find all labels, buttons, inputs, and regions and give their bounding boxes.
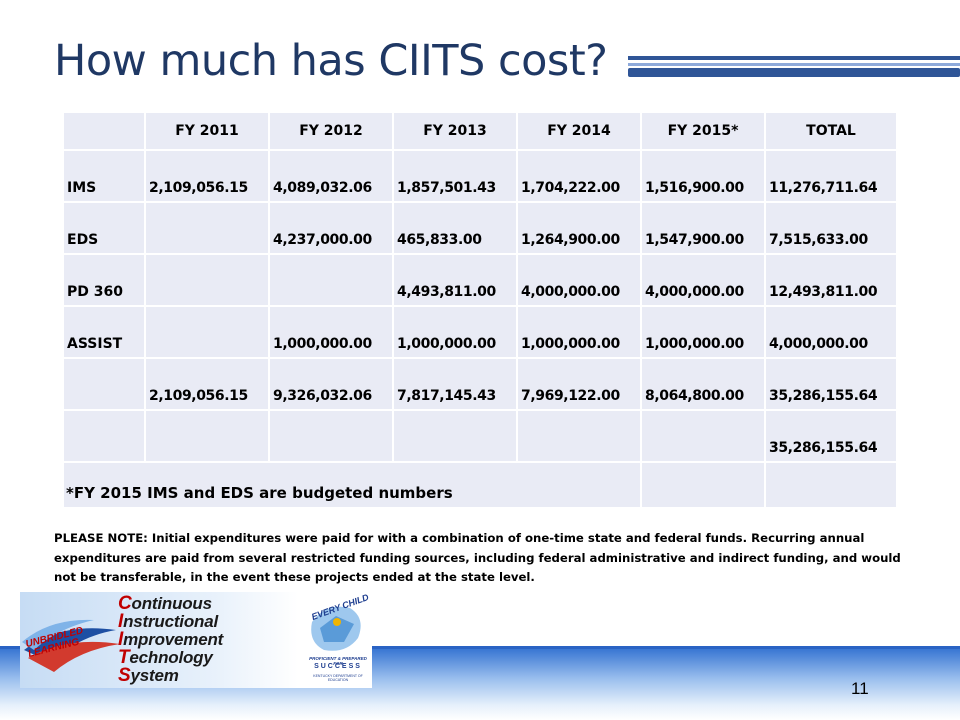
row-label: IMS [62, 149, 146, 203]
table-cell: 4,493,811.00 [392, 253, 518, 307]
table-cell [144, 253, 270, 307]
table-cell [640, 461, 766, 509]
header-cell: FY 2011 [144, 111, 270, 151]
row-label: EDS [62, 201, 146, 255]
table-cell: 1,547,900.00 [640, 201, 766, 255]
table-cell [268, 253, 394, 307]
table-cell: 35,286,155.64 [764, 357, 898, 411]
table-row: IMS 2,109,056.15 4,089,032.06 1,857,501.… [62, 149, 898, 203]
row-label: PD 360 [62, 253, 146, 307]
table-cell: 12,493,811.00 [764, 253, 898, 307]
cost-table: FY 2011 FY 2012 FY 2013 FY 2014 FY 2015*… [62, 111, 898, 509]
logo-line: Improvement [118, 629, 224, 650]
table-cell: 35,286,155.64 [764, 409, 898, 463]
table-row: PD 360 4,493,811.00 4,000,000.00 4,000,0… [62, 253, 898, 307]
header-cell: FY 2014 [516, 111, 642, 151]
row-label [62, 357, 146, 411]
table-cell [640, 409, 766, 463]
logo-line: System [118, 665, 179, 686]
table-cell: 4,000,000.00 [764, 305, 898, 359]
table-cell [764, 461, 898, 509]
row-label: ASSIST [62, 305, 146, 359]
table-cell: 7,817,145.43 [392, 357, 518, 411]
table-row: 35,286,155.64 [62, 409, 898, 463]
badge-mid-text: PROFICIENT & PREPARED FOR [309, 656, 367, 666]
table-cell: 1,264,900.00 [516, 201, 642, 255]
badge-top-text: EVERY CHILD [310, 592, 371, 622]
table-cell: 1,000,000.00 [392, 305, 518, 359]
table-cell [268, 409, 394, 463]
table-cell: 1,000,000.00 [640, 305, 766, 359]
table-cell: 9,326,032.06 [268, 357, 394, 411]
table-cell: 465,833.00 [392, 201, 518, 255]
ciits-logo: UNBRIDLED LEARNING Continuous Instructio… [20, 592, 372, 688]
table-cell: 11,276,711.64 [764, 149, 898, 203]
logo-line: Instructional [118, 611, 218, 632]
table-footnote-row: *FY 2015 IMS and EDS are budgeted number… [62, 461, 898, 509]
table-cell [392, 409, 518, 463]
every-child-badge: EVERY CHILD PROFICIENT & PREPARED FOR SU… [304, 592, 370, 686]
header-cell: TOTAL [764, 111, 898, 151]
table-cell [144, 409, 270, 463]
logo-line: Technology [118, 647, 213, 668]
table-cell [144, 305, 270, 359]
table-cell: 4,237,000.00 [268, 201, 394, 255]
logo-wordmark: Continuous Instructional Improvement Tec… [118, 593, 224, 686]
table-cell [144, 201, 270, 255]
slide-number: 11 [851, 679, 869, 698]
badge-success-text: SUCCESS [314, 663, 362, 670]
table-cell: 4,000,000.00 [640, 253, 766, 307]
header-cell [62, 111, 146, 151]
table-cell: 1,000,000.00 [516, 305, 642, 359]
table-cell: 4,000,000.00 [516, 253, 642, 307]
row-label [62, 409, 146, 463]
table-cell: 7,515,633.00 [764, 201, 898, 255]
badge-bottom-text: KENTUCKY DEPARTMENT OF EDUCATION [313, 674, 363, 682]
table-cell: 1,857,501.43 [392, 149, 518, 203]
table-cell [516, 409, 642, 463]
title-rule [628, 56, 960, 82]
table-row: ASSIST 1,000,000.00 1,000,000.00 1,000,0… [62, 305, 898, 359]
slide-title: How much has CIITS cost? [54, 36, 608, 86]
table-cell: 8,064,800.00 [640, 357, 766, 411]
header-cell: FY 2013 [392, 111, 518, 151]
logo-line: Continuous [118, 593, 212, 614]
table-footnote: *FY 2015 IMS and EDS are budgeted number… [62, 461, 642, 509]
table-cell: 1,516,900.00 [640, 149, 766, 203]
table-cell: 4,089,032.06 [268, 149, 394, 203]
table-cell: 1,704,222.00 [516, 149, 642, 203]
table-row: 2,109,056.15 9,326,032.06 7,817,145.43 7… [62, 357, 898, 411]
table-cell: 7,969,122.00 [516, 357, 642, 411]
table-cell: 2,109,056.15 [144, 149, 270, 203]
table-header-row: FY 2011 FY 2012 FY 2013 FY 2014 FY 2015*… [62, 111, 898, 151]
header-cell: FY 2012 [268, 111, 394, 151]
table-row: EDS 4,237,000.00 465,833.00 1,264,900.00… [62, 201, 898, 255]
header-cell: FY 2015* [640, 111, 766, 151]
table-cell: 1,000,000.00 [268, 305, 394, 359]
table-cell: 2,109,056.15 [144, 357, 270, 411]
please-note: PLEASE NOTE: Initial expenditures were p… [54, 531, 901, 584]
